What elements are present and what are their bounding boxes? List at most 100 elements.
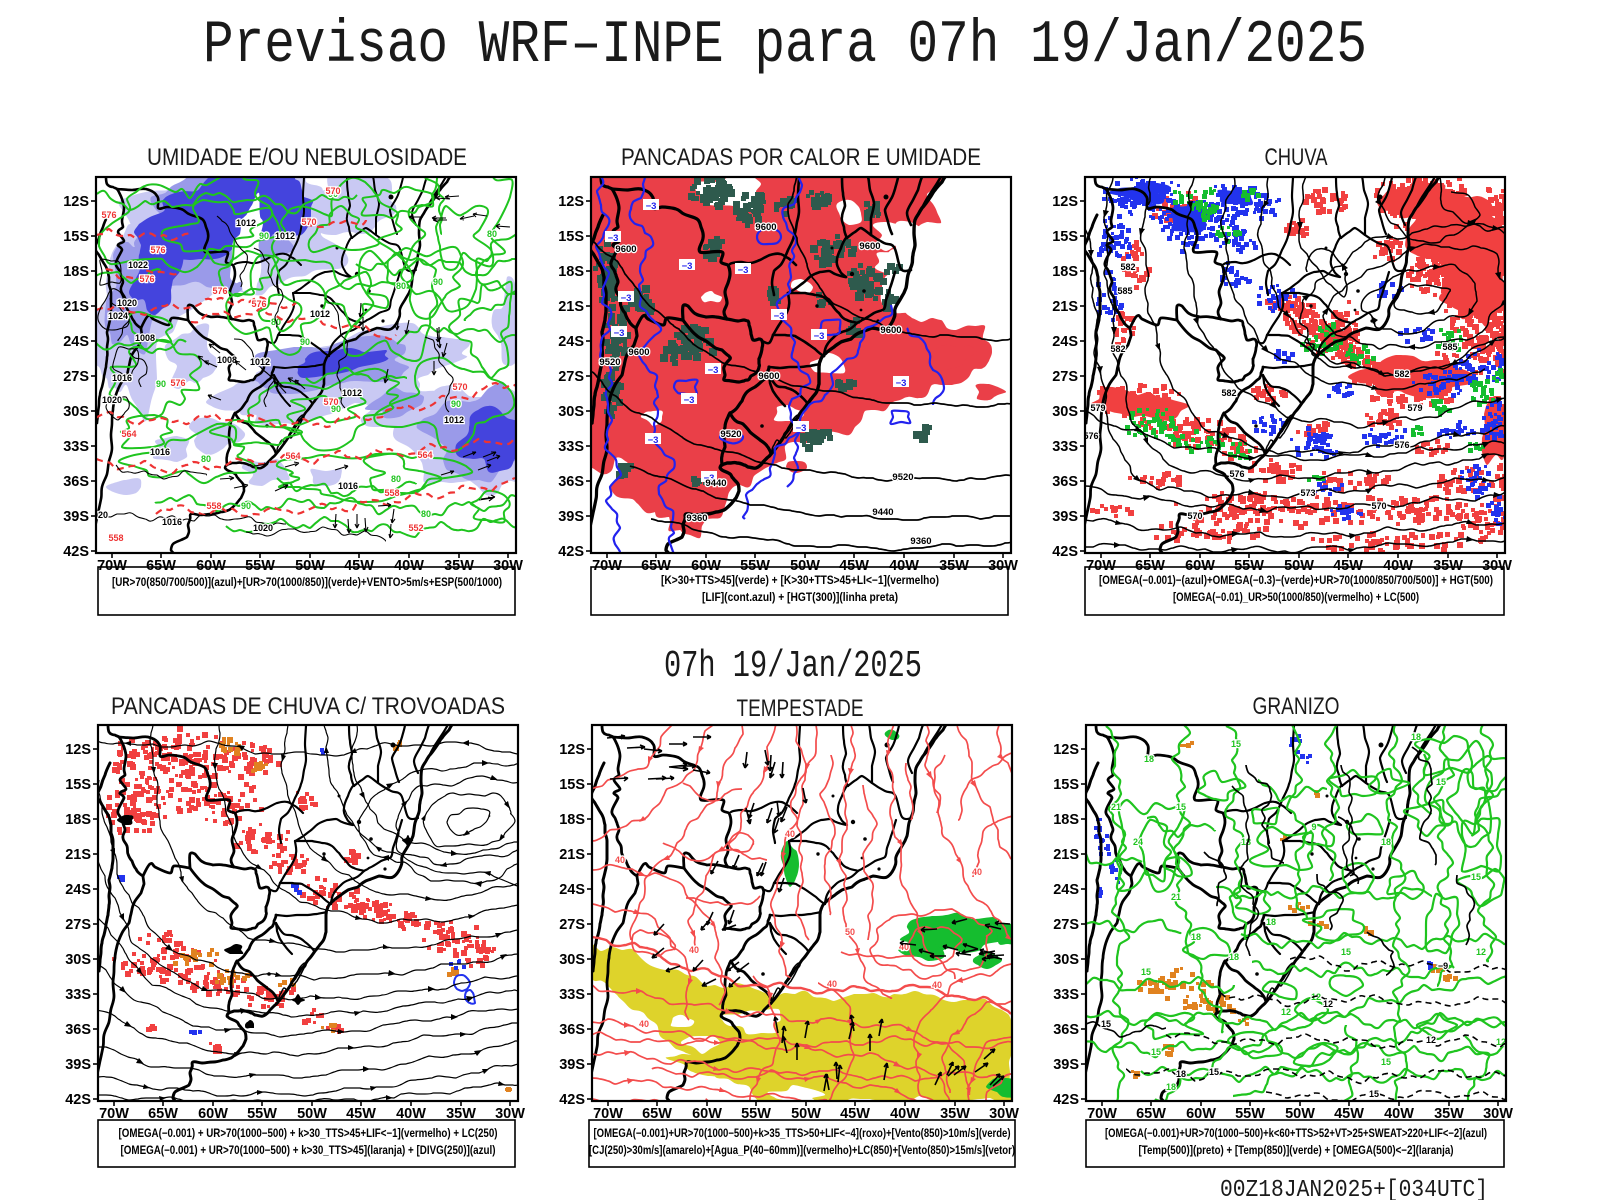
svg-text:70W: 70W [97, 558, 127, 574]
svg-text:15: 15 [1369, 1089, 1379, 1099]
svg-text:30S: 30S [1053, 952, 1079, 968]
svg-text:24: 24 [1133, 837, 1143, 847]
svg-text:570: 570 [323, 397, 338, 407]
svg-text:12S: 12S [65, 742, 91, 758]
svg-text:1020: 1020 [253, 523, 273, 533]
svg-text:39S: 39S [63, 509, 89, 525]
svg-text:12: 12 [1323, 999, 1333, 1009]
svg-text:18: 18 [1266, 917, 1276, 927]
svg-text:570: 570 [301, 217, 316, 227]
svg-text:45W: 45W [1334, 1106, 1364, 1122]
svg-text:80: 80 [396, 281, 406, 291]
svg-text:585: 585 [1117, 286, 1132, 296]
svg-text:15: 15 [1436, 777, 1446, 787]
svg-text:40: 40 [689, 945, 699, 955]
svg-text:564: 564 [285, 451, 300, 461]
svg-text:−3: −3 [814, 331, 825, 342]
svg-text:80: 80 [421, 509, 431, 519]
svg-text:585: 585 [1442, 342, 1457, 352]
svg-text:18S: 18S [558, 264, 584, 280]
svg-text:15S: 15S [65, 777, 91, 793]
svg-text:PANCADAS DE CHUVA C/ TROVOADAS: PANCADAS DE CHUVA C/ TROVOADAS [111, 693, 505, 720]
svg-text:33S: 33S [558, 439, 584, 455]
svg-text:40W: 40W [889, 558, 919, 574]
svg-text:50W: 50W [295, 558, 325, 574]
svg-text:18S: 18S [1053, 812, 1079, 828]
svg-text:564: 564 [121, 429, 136, 439]
svg-text:27S: 27S [559, 917, 585, 933]
svg-text:40W: 40W [1384, 1106, 1414, 1122]
svg-text:576: 576 [212, 286, 227, 296]
svg-text:579: 579 [1407, 403, 1422, 413]
svg-text:579: 579 [1090, 403, 1105, 413]
svg-text:−3: −3 [774, 311, 785, 322]
svg-text:21S: 21S [63, 299, 89, 315]
svg-text:80: 80 [487, 229, 497, 239]
svg-text:[OMEGA(−0.001) + UR>70(1000−50: [OMEGA(−0.001) + UR>70(1000−500) + k>30_… [119, 1128, 498, 1140]
svg-text:39S: 39S [1053, 1057, 1079, 1073]
svg-text:36S: 36S [65, 1022, 91, 1038]
svg-text:−3: −3 [646, 201, 657, 212]
svg-text:36S: 36S [558, 474, 584, 490]
svg-text:18: 18 [1229, 952, 1239, 962]
svg-text:576: 576 [170, 378, 185, 388]
svg-text:30S: 30S [1052, 404, 1078, 420]
svg-text:15: 15 [1381, 1057, 1391, 1067]
svg-text:18: 18 [1176, 1069, 1186, 1079]
svg-text:60W: 60W [691, 558, 721, 574]
svg-text:552: 552 [408, 523, 423, 533]
svg-text:35W: 35W [940, 1106, 970, 1122]
svg-text:1016: 1016 [150, 447, 170, 457]
svg-text:[OMEGA(−0.001)−(azul)+OMEGA(−0: [OMEGA(−0.001)−(azul)+OMEGA(−0.3)−(verde… [1099, 575, 1493, 587]
svg-text:570: 570 [325, 186, 340, 196]
svg-text:90: 90 [300, 337, 310, 347]
svg-text:24S: 24S [1053, 882, 1079, 898]
svg-text:−3: −3 [896, 378, 907, 389]
svg-text:90: 90 [259, 231, 269, 241]
svg-text:30W: 30W [988, 558, 1018, 574]
svg-text:40W: 40W [1383, 558, 1413, 574]
svg-text:[UR>70(850/700/500)](azul)+[UR: [UR>70(850/700/500)](azul)+[UR>70(1000/8… [112, 577, 502, 589]
svg-text:65W: 65W [148, 1106, 178, 1122]
svg-text:50: 50 [845, 927, 855, 937]
svg-text:1012: 1012 [275, 231, 295, 241]
svg-text:21S: 21S [1053, 847, 1079, 863]
svg-text:30S: 30S [559, 952, 585, 968]
svg-text:15: 15 [1151, 1047, 1161, 1057]
svg-text:−3: −3 [704, 473, 715, 484]
svg-text:TEMPESTADE: TEMPESTADE [737, 695, 864, 722]
svg-text:15S: 15S [1053, 777, 1079, 793]
svg-text:12S: 12S [1052, 194, 1078, 210]
svg-text:12S: 12S [1053, 742, 1079, 758]
svg-text:[Temp(500)](preto) + [Temp(850: [Temp(500)](preto) + [Temp(850)](verde) … [1139, 1145, 1454, 1157]
svg-text:36S: 36S [1053, 1022, 1079, 1038]
svg-text:35W: 35W [1434, 1106, 1464, 1122]
svg-text:[K>30+TTS>45](verde) + [K>30+T: [K>30+TTS>45](verde) + [K>30+TTS>45+LI<−… [661, 575, 939, 587]
svg-text:65W: 65W [146, 558, 176, 574]
svg-text:55W: 55W [247, 1106, 277, 1122]
svg-text:12: 12 [1311, 992, 1321, 1002]
svg-text:27S: 27S [558, 369, 584, 385]
svg-text:30W: 30W [1483, 1106, 1513, 1122]
svg-text:24S: 24S [65, 882, 91, 898]
svg-text:55W: 55W [740, 558, 770, 574]
svg-text:27S: 27S [63, 369, 89, 385]
svg-text:558: 558 [108, 533, 123, 543]
svg-text:70W: 70W [99, 1106, 129, 1122]
svg-text:90: 90 [331, 404, 341, 414]
svg-text:00Z18JAN2025+[034UTC]: 00Z18JAN2025+[034UTC] [1220, 1177, 1488, 1200]
svg-text:−3: −3 [614, 328, 625, 339]
svg-text:9600: 9600 [628, 347, 649, 358]
svg-text:70W: 70W [593, 1106, 623, 1122]
svg-text:45W: 45W [346, 1106, 376, 1122]
svg-text:35W: 35W [444, 558, 474, 574]
svg-text:39S: 39S [558, 509, 584, 525]
svg-text:27S: 27S [1053, 917, 1079, 933]
svg-text:40W: 40W [890, 1106, 920, 1122]
svg-text:1008: 1008 [217, 355, 237, 365]
svg-text:15: 15 [1101, 1019, 1111, 1029]
svg-text:40: 40 [785, 829, 795, 839]
svg-text:1016: 1016 [162, 517, 182, 527]
svg-text:9520: 9520 [892, 472, 913, 483]
svg-text:12S: 12S [63, 194, 89, 210]
